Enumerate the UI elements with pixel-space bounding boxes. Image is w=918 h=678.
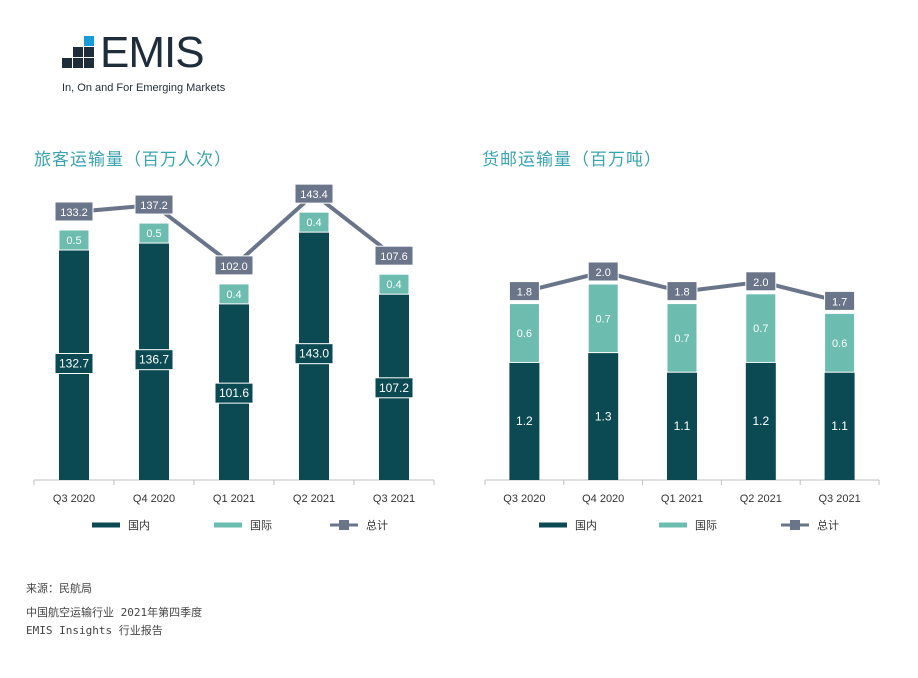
total-data-label: 102.0 — [220, 261, 248, 273]
domestic-label-box — [54, 352, 94, 374]
international-data-label: 0.7 — [674, 333, 689, 345]
report-line-1: 中国航空运输行业 2021年第四季度 — [26, 606, 203, 619]
total-data-label: 1.8 — [517, 287, 532, 299]
domestic-data-label: 1.2 — [516, 414, 533, 428]
international-data-label: 0.6 — [517, 328, 532, 340]
international-bar — [666, 303, 698, 373]
total-label-box — [824, 290, 856, 311]
international-bar — [138, 222, 170, 244]
domestic-label-box — [294, 343, 334, 365]
x-tick-label: Q1 2021 — [661, 493, 703, 505]
domestic-label-box — [134, 349, 174, 371]
international-data-label: 0.7 — [596, 313, 611, 325]
domestic-bar — [509, 362, 540, 480]
domestic-data-label: 101.6 — [219, 386, 249, 400]
international-bar — [378, 273, 410, 295]
international-bar — [824, 312, 856, 373]
legend-label: 总计 — [366, 518, 388, 532]
total-data-label: 2.0 — [596, 267, 611, 279]
logo-wordmark: EMIS — [100, 28, 205, 77]
domestic-bar — [588, 352, 619, 480]
footer: 来源：民航局 中国航空运输行业 2021年第四季度 EMIS Insights … — [26, 580, 202, 640]
legend-label: 国内 — [128, 518, 150, 532]
x-tick-label: Q4 2020 — [582, 493, 624, 505]
passenger-chart: 132.7 0.5 136.7 0.5 101.6 0.4 143.0 0.4 107.2 0.4… — [33, 183, 435, 532]
international-bar — [745, 293, 777, 363]
logo-tagline: In, On and For Emerging Markets — [62, 82, 226, 94]
domestic-bar — [745, 362, 776, 480]
domestic-data-label: 1.3 — [595, 409, 612, 423]
international-bar — [58, 229, 90, 251]
total-data-label: 137.2 — [140, 200, 168, 212]
legend-marker — [790, 520, 800, 530]
domestic-bar — [667, 372, 697, 480]
total-data-label: 1.8 — [674, 287, 689, 299]
domestic-data-label: 143.0 — [299, 347, 329, 361]
passenger-chart-title: 旅客运输量（百万人次） — [34, 150, 232, 170]
international-data-label: 0.7 — [753, 323, 768, 335]
x-tick-label: Q3 2021 — [373, 493, 415, 505]
total-data-label: 1.7 — [832, 296, 847, 308]
international-data-label: 0.6 — [832, 338, 847, 350]
international-data-label: 0.4 — [306, 217, 321, 229]
total-data-label: 143.4 — [300, 189, 328, 201]
total-data-label: 107.6 — [380, 251, 408, 263]
domestic-data-label: 1.2 — [752, 414, 769, 428]
domestic-data-label: 1.1 — [674, 419, 691, 433]
x-tick-label: Q1 2021 — [213, 493, 255, 505]
total-label-box — [214, 255, 254, 276]
logo-square — [73, 47, 83, 57]
x-tick-label: Q2 2021 — [293, 493, 335, 505]
total-label-box — [54, 201, 94, 222]
legend-marker — [339, 520, 349, 530]
international-bar — [508, 303, 540, 363]
legend-label: 国际 — [250, 519, 272, 532]
x-tick-label: Q3 2020 — [503, 493, 545, 505]
international-data-label: 0.4 — [226, 289, 241, 301]
domestic-data-label: 107.2 — [379, 381, 409, 395]
total-label-box — [508, 281, 540, 302]
legend-label: 国际 — [695, 519, 717, 532]
domestic-label-box — [374, 377, 414, 399]
total-label-box — [374, 245, 414, 266]
international-data-label: 0.5 — [146, 228, 161, 240]
domestic-data-label: 132.7 — [59, 356, 89, 370]
emis-logo: EMIS In, On and For Emerging Markets — [60, 28, 240, 100]
x-tick-label: Q2 2021 — [740, 493, 782, 505]
report-line-2: EMIS Insights 行业报告 — [26, 624, 163, 637]
logo-square — [84, 36, 94, 46]
total-label-box — [134, 194, 174, 215]
total-label-box — [745, 271, 777, 292]
domestic-bar — [824, 372, 855, 480]
domestic-label-box — [214, 382, 254, 404]
x-tick-label: Q4 2020 — [133, 493, 175, 505]
domestic-data-label: 1.1 — [831, 419, 848, 433]
total-label-box — [294, 183, 334, 204]
logo-square — [73, 58, 83, 68]
total-label-box — [587, 261, 619, 282]
cargo-chart-title: 货邮运输量（百万吨） — [482, 150, 662, 170]
legend-label: 国内 — [575, 518, 597, 532]
total-label-box — [666, 281, 698, 302]
x-tick-label: Q3 2020 — [53, 493, 95, 505]
logo-square — [84, 58, 94, 68]
logo-square — [62, 58, 72, 68]
international-bar — [218, 283, 250, 305]
total-data-label: 2.0 — [753, 277, 768, 289]
cargo-chart: 1.2 0.6 1.3 0.7 1.1 0.7 1.2 0.7 1.1 0.6 1.8 2.0 1.8 2… — [484, 261, 880, 532]
international-bar — [298, 211, 330, 233]
total-data-label: 133.2 — [60, 207, 88, 219]
domestic-data-label: 136.7 — [139, 353, 169, 367]
international-data-label: 0.4 — [386, 279, 401, 291]
source-note: 来源：民航局 — [26, 582, 92, 595]
x-tick-label: Q3 2021 — [818, 493, 860, 505]
logo-square — [84, 47, 94, 57]
total-line — [73, 192, 396, 268]
international-data-label: 0.5 — [66, 235, 81, 247]
international-bar — [587, 283, 619, 354]
legend-label: 总计 — [817, 518, 839, 532]
